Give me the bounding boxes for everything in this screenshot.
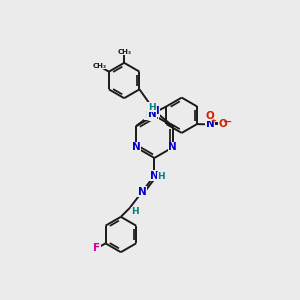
Text: O: O xyxy=(218,119,227,129)
Text: CH₃: CH₃ xyxy=(117,49,131,55)
Text: −: − xyxy=(223,116,232,126)
Text: N: N xyxy=(132,142,140,152)
Text: H: H xyxy=(157,172,165,181)
Text: N: N xyxy=(138,187,146,197)
Text: H: H xyxy=(131,207,139,216)
Text: F: F xyxy=(93,244,100,254)
Text: N: N xyxy=(168,142,177,152)
Text: N: N xyxy=(150,171,159,181)
Text: N: N xyxy=(150,110,159,121)
Text: +: + xyxy=(211,118,217,124)
Text: H: H xyxy=(148,103,155,112)
Text: O: O xyxy=(206,110,214,121)
Text: CH₃: CH₃ xyxy=(92,63,106,69)
Text: N: N xyxy=(148,109,157,119)
Text: N: N xyxy=(151,106,160,116)
Text: N: N xyxy=(206,119,214,129)
Text: H: H xyxy=(145,111,152,120)
